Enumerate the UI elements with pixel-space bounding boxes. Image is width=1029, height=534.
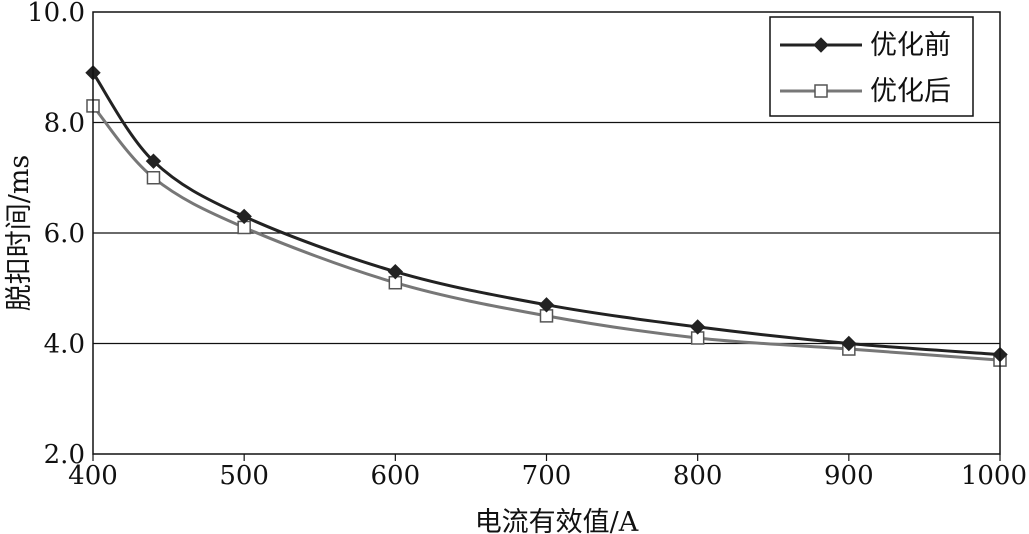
x-tick-label: 800 (673, 461, 723, 491)
legend-label: 优化前 (870, 30, 951, 61)
data-point (689, 319, 706, 335)
x-tick-label: 1000 (961, 461, 1027, 491)
legend-label: 优化后 (870, 76, 951, 107)
series-line (91, 104, 1001, 362)
legend-item: 优化前 (780, 30, 951, 61)
data-point (146, 171, 161, 185)
legend-item: 优化后 (780, 76, 951, 107)
series-line (91, 71, 1001, 357)
x-axis-ticks: 400 500 600 700 800 900 1000 (68, 454, 1027, 491)
legend-marker (813, 37, 829, 53)
x-tick-label: 900 (824, 461, 874, 491)
data-point (538, 297, 555, 313)
legend-box (769, 16, 974, 117)
data-point (387, 263, 404, 280)
data-point (841, 335, 857, 352)
data-point (236, 208, 252, 225)
x-axis-title: 电流有效值/A (475, 507, 639, 534)
y-axis-ticks: 2.0 4.0 6.0 8.0 10.0 (27, 0, 85, 470)
y-tick-label: 8.0 (44, 109, 85, 139)
y-tick-label: 10.0 (27, 0, 85, 28)
data-point (145, 153, 162, 169)
series-1 (85, 65, 1008, 363)
legend-marker (814, 84, 828, 98)
x-tick-label: 400 (68, 461, 118, 491)
x-tick-label: 500 (219, 461, 269, 491)
series-layer (85, 65, 1008, 367)
y-tick-label: 6.0 (44, 219, 85, 249)
y-axis-title: 脱扣时间/ms (4, 155, 35, 312)
y-tick-label: 2.0 (44, 440, 85, 470)
x-tick-label: 600 (371, 461, 421, 491)
y-tick-label: 4.0 (44, 330, 85, 360)
x-tick-label: 700 (522, 461, 572, 491)
